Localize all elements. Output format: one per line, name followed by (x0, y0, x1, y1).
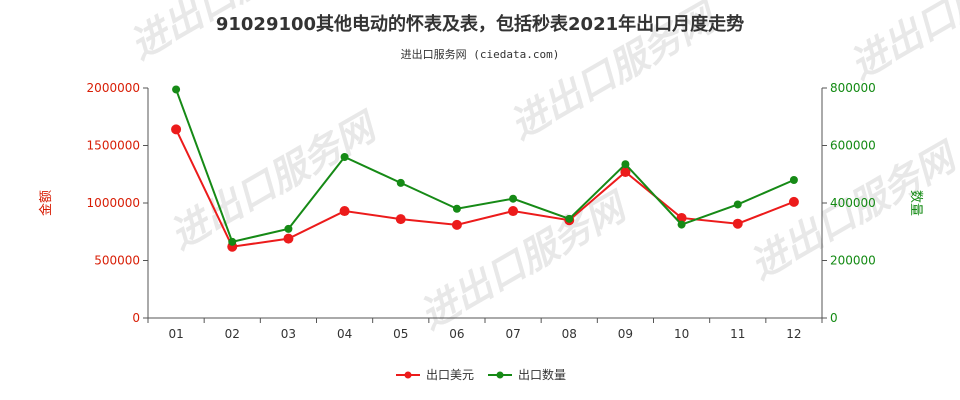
series-0-point (508, 206, 519, 217)
x-tick-label: 06 (449, 327, 464, 341)
series-0-point (620, 166, 631, 177)
right-axis-title: 数量 (908, 190, 923, 216)
series-layer (171, 85, 799, 252)
series-0-point (732, 218, 743, 229)
x-tick-label: 12 (786, 327, 801, 341)
series-1-point (452, 204, 461, 213)
legend-marker-1 (496, 371, 504, 379)
series-line-0 (175, 128, 795, 248)
left-axis-title: 金额 (38, 190, 54, 216)
series-0-point (171, 124, 182, 135)
watermark-text: 进出口服务网 (843, 0, 960, 88)
series-0-point (283, 233, 294, 244)
series-1-point (677, 220, 686, 229)
right-tick-label: 0 (830, 311, 838, 325)
left-tick-label: 0 (132, 311, 140, 325)
x-tick-label: 07 (505, 327, 520, 341)
x-tick-label: 10 (674, 327, 689, 341)
legend-marker-0 (404, 371, 412, 379)
series-line-1 (175, 89, 795, 243)
right-tick-label: 800000 (830, 81, 876, 95)
series-1-point (396, 178, 405, 187)
series-1-point (172, 85, 181, 94)
right-tick-label: 200000 (830, 254, 876, 268)
chart-title: 91029100其他电动的怀表及表，包括秒表2021年出口月度走势 (216, 13, 744, 35)
series-1-point (228, 237, 237, 246)
axes: 0 500000 1000000 1500000 2000000 0 200000 40000… (87, 81, 876, 341)
series-1-point (340, 153, 349, 161)
chart-subtitle: 进出口服务网 (ciedata.com) (401, 47, 560, 61)
legend: 出口美元 出口数量 (396, 367, 566, 382)
legend-label-1: 出口数量 (518, 367, 566, 382)
x-tick-label: 01 (168, 327, 183, 341)
legend-label-0: 出口美元 (426, 368, 474, 382)
right-tick-label: 400000 (830, 196, 876, 210)
series-0-point (339, 206, 350, 217)
series-1-point (565, 214, 574, 223)
x-tick-label: 09 (618, 327, 633, 341)
series-1-point (284, 224, 293, 233)
x-tick-label: 02 (225, 327, 240, 341)
x-tick-label: 08 (562, 327, 577, 341)
x-tick-label: 05 (393, 327, 408, 341)
series-0-point (395, 214, 406, 225)
left-tick-label: 2000000 (87, 81, 140, 95)
x-tick-label: 04 (337, 327, 352, 341)
left-tick-label: 500000 (94, 254, 140, 268)
right-tick-label: 600000 (830, 139, 876, 153)
watermark-text: 进出口服务网 (163, 103, 387, 258)
left-tick-label: 1000000 (87, 196, 140, 210)
series-1-point (733, 200, 742, 209)
series-0-point (451, 219, 462, 230)
series-1-point (621, 160, 630, 169)
x-tick-label: 03 (281, 327, 296, 341)
series-0-point (788, 196, 799, 207)
series-1-point (509, 194, 518, 203)
watermark-text: 进出口服务网 (413, 183, 637, 338)
x-tick-label: 11 (730, 327, 745, 341)
series-1-point (789, 176, 798, 184)
left-tick-label: 1500000 (87, 139, 140, 153)
